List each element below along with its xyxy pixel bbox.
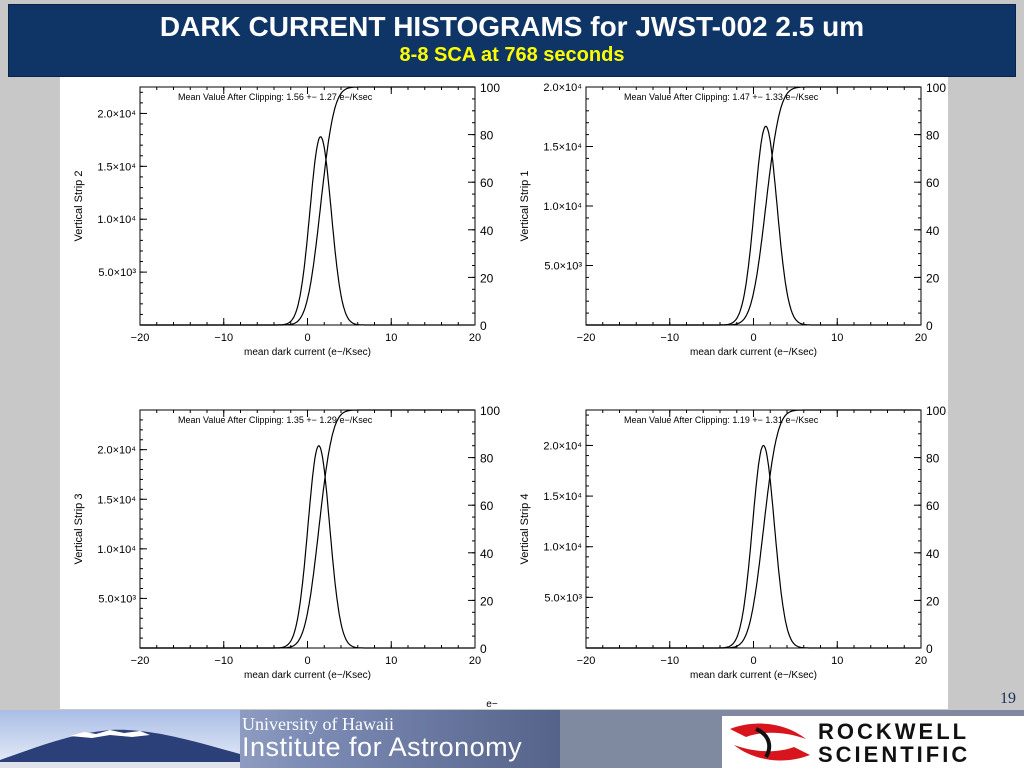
- x-tick-label: 20: [469, 332, 481, 344]
- x-tick-label: −20: [577, 655, 596, 667]
- x-tick-label: 10: [385, 655, 397, 667]
- plot-frame: [139, 86, 476, 326]
- y-tick-label: 1.0×10⁴: [543, 542, 582, 554]
- y-axis-label: Vertical Strip 2: [73, 171, 85, 242]
- x-tick-label: 0: [750, 655, 756, 667]
- x-axis-label: mean dark current (e−/Ksec): [690, 670, 817, 681]
- y2-tick-label: 20: [480, 594, 494, 608]
- y2-tick-label: 40: [480, 547, 494, 561]
- y2-tick-label: 100: [480, 404, 500, 418]
- page-number: 19: [1000, 690, 1016, 707]
- slide-subtitle: 8-8 SCA at 768 seconds: [399, 44, 625, 66]
- cumulative-curve: [586, 409, 921, 649]
- y-tick-label: 1.5×10⁴: [97, 494, 136, 506]
- y-tick-label: 5.0×10³: [544, 261, 582, 273]
- slide-title: DARK CURRENT HISTOGRAMS for JWST-002 2.5…: [159, 11, 865, 42]
- mauna-kea-mountain-icon: [0, 710, 240, 768]
- cumulative-curve: [140, 409, 475, 649]
- rockwell-swoosh-icon: [730, 723, 810, 761]
- y2-tick-label: 80: [926, 452, 940, 466]
- y2-tick-label: 0: [480, 642, 487, 656]
- x-axis-label: mean dark current (e−/Ksec): [244, 670, 371, 681]
- histogram-curve: [140, 136, 475, 326]
- y2-tick-label: 40: [926, 224, 940, 238]
- histogram-plots: −20 −10 0 10 20 5.0×10³ 1.0×10⁴ 1.5×10⁴ 2.0×10⁴ 0…: [73, 81, 946, 710]
- x-tick-label: 0: [304, 655, 310, 667]
- title-bar: DARK CURRENT HISTOGRAMS for JWST-002 2.5…: [8, 4, 1016, 77]
- x-tick-label: −10: [660, 332, 679, 344]
- y-tick-label: 1.0×10⁴: [543, 201, 582, 213]
- y2-tick-label: 100: [926, 404, 946, 418]
- y2-tick-label: 0: [926, 319, 933, 333]
- y2-tick-label: 0: [480, 319, 487, 333]
- y-tick-label: 1.5×10⁴: [543, 142, 582, 154]
- annotation: Mean Value After Clipping: 1.19 +− 1.31 …: [624, 415, 819, 425]
- y2-tick-label: 20: [480, 271, 494, 285]
- y-tick-label: 1.0×10⁴: [97, 544, 136, 556]
- y-tick-label: 1.0×10⁴: [97, 214, 136, 226]
- x-tick-label: 0: [750, 332, 756, 344]
- y-tick-label: 2.0×10⁴: [543, 440, 582, 452]
- histogram-curve: [586, 444, 921, 649]
- y-axis-label: Vertical Strip 1: [519, 171, 531, 242]
- x-tick-label: −10: [214, 332, 233, 344]
- x-tick-label: 20: [915, 332, 927, 344]
- y2-tick-label: 60: [480, 499, 494, 513]
- x-tick-label: 20: [915, 655, 927, 667]
- x-tick-label: −10: [660, 655, 679, 667]
- x-tick-label: 0: [304, 332, 310, 344]
- y-tick-label: 2.0×10⁴: [97, 108, 136, 120]
- x-tick-label: 20: [469, 655, 481, 667]
- x-tick-label: 10: [831, 332, 843, 344]
- y2-tick-label: 60: [926, 176, 940, 190]
- scientific-name: SCIENTIFIC: [818, 742, 971, 767]
- y2-tick-label: 60: [926, 499, 940, 513]
- x-axis-label: mean dark current (e−/Ksec): [690, 347, 817, 358]
- y-tick-label: 5.0×10³: [98, 267, 136, 279]
- y-tick-label: 2.0×10⁴: [543, 82, 582, 94]
- y2-tick-label: 0: [926, 642, 933, 656]
- y2-tick-label: 40: [926, 547, 940, 561]
- y-tick-label: 1.5×10⁴: [543, 491, 582, 503]
- y2-tick-label: 80: [480, 129, 494, 143]
- y-tick-label: 5.0×10³: [98, 593, 136, 605]
- university-name: University of Hawaii: [242, 714, 394, 734]
- y2-tick-label: 40: [480, 224, 494, 238]
- plot-frame: [585, 86, 922, 326]
- plot-panel: −20 −10 0 10 20 5.0×10³ 1.0×10⁴ 1.5×10⁴ 2.0×10⁴ 0…: [60, 77, 948, 710]
- cumulative-curve: [586, 86, 921, 326]
- rockwell-name: ROCKWELL: [818, 719, 970, 744]
- footer: University of Hawaii Institute for Astro…: [0, 710, 1024, 768]
- y-axis-label: Vertical Strip 3: [73, 494, 85, 565]
- y-axis-label: Vertical Strip 4: [519, 494, 531, 565]
- annotation: Mean Value After Clipping: 1.35 +− 1.29 …: [178, 415, 373, 425]
- cumulative-curve: [140, 86, 475, 326]
- y2-tick-label: 80: [926, 129, 940, 143]
- x-tick-label: 10: [385, 332, 397, 344]
- y2-tick-label: 60: [480, 176, 494, 190]
- annotation: Mean Value After Clipping: 1.47 +− 1.33 …: [624, 92, 819, 102]
- y2-tick-label: 100: [480, 81, 500, 95]
- y2-tick-label: 80: [480, 452, 494, 466]
- x-tick-label: −20: [131, 655, 150, 667]
- y-tick-label: 2.0×10⁴: [97, 445, 136, 457]
- y2-tick-label: 20: [926, 271, 940, 285]
- y-tick-label: 1.5×10⁴: [97, 161, 136, 173]
- y2-tick-label: 20: [926, 594, 940, 608]
- annotation: Mean Value After Clipping: 1.56 +− 1.27 …: [178, 92, 373, 102]
- y-tick-label: 5.0×10³: [544, 592, 582, 604]
- plot-frame: [585, 409, 922, 649]
- x-tick-label: 10: [831, 655, 843, 667]
- y2-tick-label: 100: [926, 81, 946, 95]
- x-tick-label: −20: [577, 332, 596, 344]
- x-axis-label: mean dark current (e−/Ksec): [244, 347, 371, 358]
- x-tick-label: −20: [131, 332, 150, 344]
- rockwell-logo: ROCKWELL SCIENTIFIC: [722, 716, 1024, 768]
- ifa-banner: University of Hawaii Institute for Astro…: [0, 710, 560, 768]
- institute-name: Institute for Astronomy: [242, 732, 523, 762]
- stray-axis-label: e−: [486, 699, 498, 709]
- x-tick-label: −10: [214, 655, 233, 667]
